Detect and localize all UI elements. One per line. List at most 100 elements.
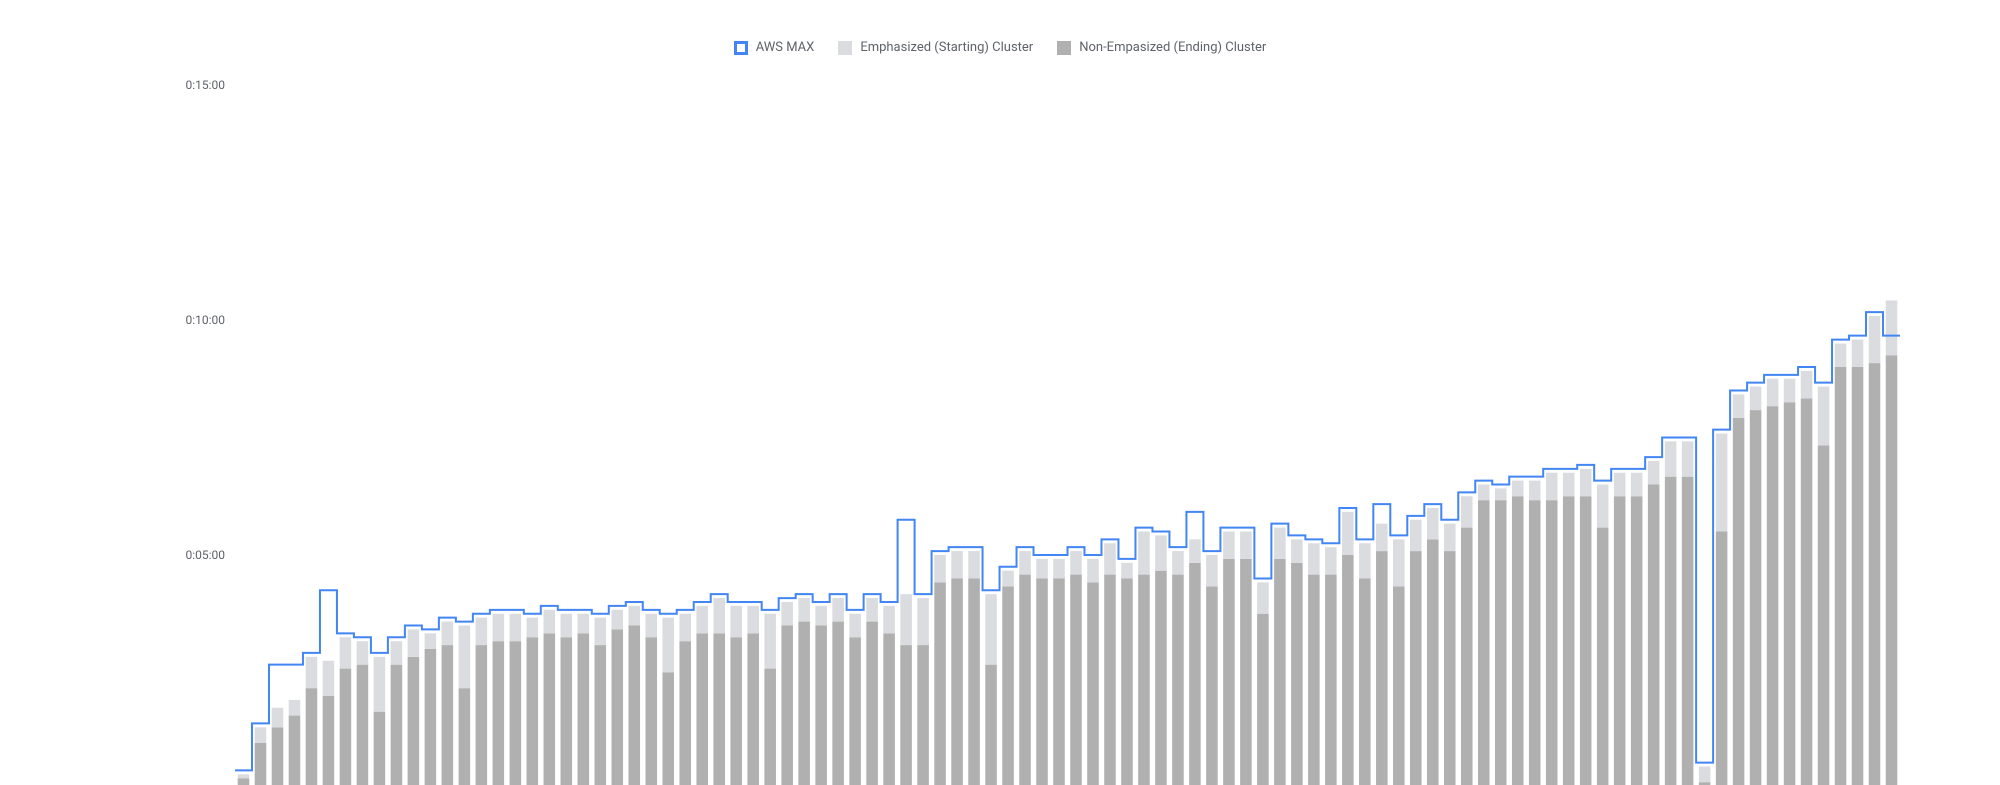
bar-emphasized [1529, 481, 1541, 501]
bar-non-emphasized [798, 622, 810, 785]
bar-non-emphasized [1104, 575, 1116, 785]
bar-emphasized [1376, 524, 1388, 551]
bar-non-emphasized [1546, 500, 1558, 785]
legend-label: AWS MAX [756, 40, 815, 55]
bar-non-emphasized [900, 645, 912, 785]
bar-non-emphasized [1036, 579, 1048, 785]
bar-emphasized [849, 614, 861, 638]
bar-emphasized [255, 727, 267, 743]
bar-non-emphasized [1648, 485, 1660, 785]
bar-non-emphasized [917, 645, 929, 785]
bar-emphasized [1240, 532, 1252, 559]
bar-emphasized [1325, 547, 1337, 574]
bar-non-emphasized [1087, 582, 1099, 785]
bar-emphasized [1546, 473, 1558, 500]
bar-non-emphasized [289, 716, 301, 785]
bar-emphasized [815, 606, 827, 626]
bar-emphasized [1257, 582, 1269, 613]
bar-non-emphasized [578, 633, 590, 785]
bar-non-emphasized [1393, 586, 1405, 785]
legend-item: Non-Empasized (Ending) Cluster [1057, 40, 1266, 55]
bar-emphasized [1104, 543, 1116, 574]
bar-emphasized [1444, 524, 1456, 551]
bar-emphasized [764, 614, 776, 669]
bar-non-emphasized [1155, 571, 1167, 785]
bar-non-emphasized [1784, 402, 1796, 785]
bar-emphasized [951, 551, 963, 578]
chart-legend: AWS MAXEmphasized (Starting) ClusterNon-… [0, 40, 2000, 59]
y-tick-label: 0:05:00 [185, 548, 225, 562]
bar-non-emphasized [1240, 559, 1252, 785]
bar-non-emphasized [1580, 496, 1592, 785]
bar-emphasized [1427, 508, 1439, 539]
bar-emphasized [1070, 551, 1082, 575]
bar-emphasized [1750, 387, 1762, 411]
bar-non-emphasized [1138, 575, 1150, 785]
bar-emphasized [1393, 539, 1405, 586]
bar-non-emphasized [1495, 500, 1507, 785]
bar-non-emphasized [1733, 418, 1745, 785]
bar-non-emphasized [1631, 496, 1643, 785]
bar-emphasized [1189, 539, 1201, 563]
bar-emphasized [340, 637, 352, 668]
bar-emphasized [1291, 539, 1303, 563]
bar-non-emphasized [1070, 575, 1082, 785]
legend-swatch [1057, 41, 1071, 55]
bar-emphasized [1274, 528, 1286, 559]
bar-non-emphasized [408, 657, 420, 785]
bar-non-emphasized [1461, 528, 1473, 785]
bar-emphasized [713, 598, 725, 633]
bar-emphasized [645, 614, 657, 638]
bar-emphasized [1495, 488, 1507, 500]
bar-non-emphasized [951, 579, 963, 785]
bar-emphasized [1563, 473, 1575, 497]
bar-non-emphasized [1750, 410, 1762, 785]
bar-non-emphasized [1308, 575, 1320, 785]
bar-non-emphasized [1121, 579, 1133, 785]
bar-emphasized [578, 614, 590, 634]
bar-non-emphasized [1835, 367, 1847, 785]
bar-emphasized [442, 622, 454, 646]
bar-non-emphasized [1325, 575, 1337, 785]
bar-non-emphasized [696, 633, 708, 785]
bar-emphasized [883, 606, 895, 633]
y-tick-label: 0:15:00 [185, 78, 225, 92]
bar-emphasized [1818, 387, 1830, 446]
bar-emphasized [1682, 441, 1694, 476]
bar-emphasized [493, 614, 505, 641]
legend-label: Non-Empasized (Ending) Cluster [1079, 40, 1266, 55]
bar-non-emphasized [1410, 551, 1422, 785]
bar-non-emphasized [1427, 539, 1439, 785]
bar-emphasized [730, 606, 742, 637]
bar-non-emphasized [425, 649, 437, 785]
bar-emphasized [391, 641, 403, 665]
bar-non-emphasized [1274, 559, 1286, 785]
bar-emphasized [1206, 555, 1218, 586]
bar-non-emphasized [1563, 496, 1575, 785]
bar-non-emphasized [934, 582, 946, 785]
bar-emphasized [1087, 559, 1099, 583]
bar-emphasized [323, 661, 335, 696]
bar-non-emphasized [1376, 551, 1388, 785]
bar-non-emphasized [1172, 575, 1184, 785]
bar-non-emphasized [764, 669, 776, 785]
bar-non-emphasized [781, 626, 793, 785]
bar-non-emphasized [1257, 614, 1269, 785]
bar-emphasized [798, 598, 810, 622]
bar-non-emphasized [340, 669, 352, 785]
bar-emphasized [1852, 340, 1864, 367]
bar-emphasized [985, 594, 997, 665]
bar-emphasized [968, 551, 980, 578]
bar-non-emphasized [1002, 586, 1014, 785]
bar-emphasized [1733, 394, 1745, 418]
bar-emphasized [1478, 485, 1490, 501]
bar-emphasized [1512, 481, 1524, 497]
bar-emphasized [1410, 520, 1422, 551]
bar-non-emphasized [476, 645, 488, 785]
bar-non-emphasized [1597, 528, 1609, 785]
bar-non-emphasized [391, 665, 403, 785]
bar-emphasized [1784, 379, 1796, 403]
bar-non-emphasized [815, 626, 827, 785]
y-tick-label: 0:10:00 [185, 313, 225, 327]
bar-emphasized [1155, 535, 1167, 570]
